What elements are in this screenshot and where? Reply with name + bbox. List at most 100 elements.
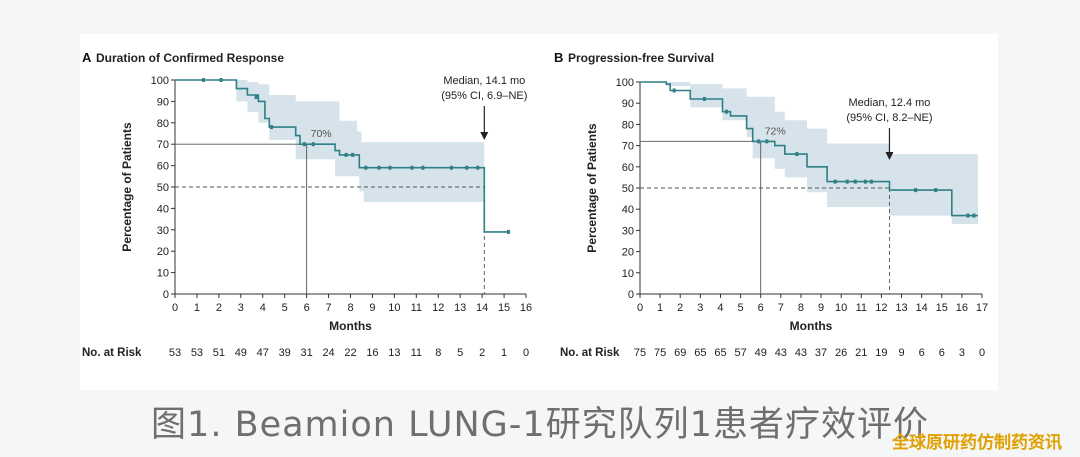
- censor-mark: [219, 78, 223, 82]
- panel-title: Progression-free Survival: [568, 51, 714, 65]
- survival-curve: [175, 79, 509, 233]
- censor-mark: [966, 213, 970, 218]
- risk-row-label: No. at Risk: [560, 347, 620, 359]
- x-tick-label: 16: [520, 302, 532, 314]
- panel-letter: A: [82, 50, 92, 65]
- y-tick-label: 80: [157, 118, 169, 130]
- landmark-label: 70%: [311, 128, 332, 140]
- median-arrow-head: [885, 152, 894, 160]
- at-risk-value: 24: [322, 347, 334, 359]
- at-risk-value: 75: [654, 347, 666, 359]
- x-tick-label: 1: [194, 302, 200, 314]
- x-tick-label: 9: [369, 302, 375, 314]
- y-tick-label: 50: [157, 182, 169, 194]
- km-figure: A Duration of Confirmed Response010203040…: [82, 50, 988, 359]
- y-tick-label: 30: [157, 225, 169, 237]
- y-tick-label: 40: [622, 204, 634, 216]
- y-tick-label: 100: [616, 77, 634, 89]
- x-tick-label: 11: [411, 302, 422, 314]
- x-tick-label: 7: [326, 302, 332, 314]
- censor-mark: [302, 142, 306, 147]
- ci-band: [175, 80, 485, 202]
- x-tick-label: 17: [976, 302, 988, 314]
- censor-mark: [388, 165, 392, 170]
- at-risk-value: 53: [169, 347, 181, 359]
- censor-mark: [344, 152, 348, 157]
- x-tick-label: 12: [875, 302, 887, 314]
- panel-b: B Progression-free Survival01020304050607…: [554, 50, 988, 359]
- x-tick-label: 12: [432, 302, 444, 314]
- x-axis-label: Months: [329, 319, 372, 333]
- at-risk-value: 16: [366, 347, 378, 359]
- y-tick-label: 90: [157, 96, 169, 108]
- censor-mark: [972, 213, 976, 218]
- y-tick-label: 60: [622, 162, 634, 174]
- censor-mark: [853, 179, 857, 184]
- x-tick-label: 14: [476, 302, 488, 314]
- x-tick-label: 3: [697, 302, 703, 314]
- y-tick-label: 70: [157, 139, 169, 151]
- censor-mark: [377, 165, 381, 170]
- censor-mark: [765, 139, 769, 144]
- x-tick-label: 9: [818, 302, 824, 314]
- censor-mark: [410, 165, 414, 170]
- y-tick-label: 30: [622, 225, 634, 237]
- at-risk-value: 75: [634, 347, 646, 359]
- x-tick-label: 8: [347, 302, 353, 314]
- x-tick-label: 13: [895, 302, 907, 314]
- x-tick-label: 10: [388, 302, 400, 314]
- censor-mark: [869, 179, 873, 184]
- at-risk-value: 43: [795, 347, 807, 359]
- at-risk-value: 49: [235, 347, 247, 359]
- at-risk-value: 47: [257, 347, 269, 359]
- y-tick-label: 100: [151, 75, 169, 87]
- x-tick-label: 16: [956, 302, 968, 314]
- x-tick-label: 11: [856, 302, 867, 314]
- x-tick-label: 5: [282, 302, 288, 314]
- censor-mark: [476, 165, 480, 170]
- figure-card: A Duration of Confirmed Response 0 10 20 30 40…: [80, 34, 998, 390]
- at-risk-value: 13: [388, 347, 400, 359]
- y-axis-label: Percentage of Patients: [120, 122, 134, 252]
- censor-mark: [672, 88, 676, 93]
- censor-mark: [795, 152, 799, 157]
- censor-mark: [863, 179, 867, 184]
- survival-curve: [640, 81, 978, 217]
- landmark-label: 72%: [765, 125, 786, 137]
- y-tick-label: 10: [622, 268, 634, 280]
- figure-caption: 图1. Beamion LUNG-1研究队列1患者疗效评价: [151, 405, 929, 445]
- at-risk-value: 39: [279, 347, 291, 359]
- at-risk-value: 5: [457, 347, 463, 359]
- censor-mark: [311, 142, 315, 147]
- y-tick-label: 0: [163, 289, 169, 301]
- x-tick-label: 10: [835, 302, 847, 314]
- at-risk-value: 37: [815, 347, 827, 359]
- median-arrow-head: [480, 132, 489, 140]
- censor-mark: [202, 78, 206, 82]
- at-risk-value: 6: [919, 347, 925, 359]
- x-axis-label: Months: [790, 319, 833, 333]
- y-tick-label: 50: [622, 183, 634, 195]
- x-tick-label: 7: [778, 302, 784, 314]
- x-tick-label: 3: [238, 302, 244, 314]
- at-risk-value: 8: [435, 347, 441, 359]
- x-tick-label: 8: [798, 302, 804, 314]
- at-risk-value: 19: [875, 347, 887, 359]
- at-risk-value: 49: [755, 347, 767, 359]
- y-tick-label: 40: [157, 203, 169, 215]
- panel-title: Duration of Confirmed Response: [96, 51, 284, 65]
- at-risk-value: 1: [501, 347, 507, 359]
- x-tick-label: 0: [172, 302, 178, 314]
- x-tick-label: 15: [936, 302, 948, 314]
- risk-row-label: No. at Risk: [82, 347, 142, 359]
- censor-mark: [757, 139, 761, 144]
- at-risk-value: 11: [411, 347, 422, 359]
- censor-mark: [351, 152, 355, 157]
- at-risk-value: 43: [775, 347, 787, 359]
- panel-a: A Duration of Confirmed Response010203040…: [82, 50, 532, 359]
- censor-mark: [845, 179, 849, 184]
- x-tick-label: 2: [216, 302, 222, 314]
- censor-mark: [364, 165, 368, 170]
- at-risk-value: 21: [855, 347, 867, 359]
- x-tick-label: 5: [738, 302, 744, 314]
